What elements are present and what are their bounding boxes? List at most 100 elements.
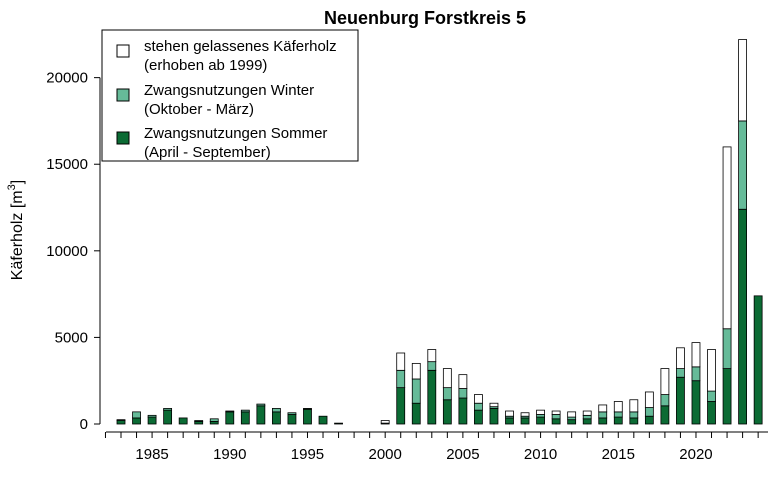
bar-segment-2002-s1 [411,378,421,404]
x-tick-label: 2000 [368,446,401,463]
bar-segment-2003-s0 [427,369,437,425]
bar-segment-2000-s2 [380,420,390,424]
bar-segment-2004-s2 [442,368,452,389]
bar-segment-2021-s0 [707,401,716,425]
bar-segment-1993-s1 [271,408,281,413]
bar-segment-2007-s2 [489,402,499,408]
x-tick-label: 2005 [446,446,479,463]
bar-segment-2017-s0 [644,415,654,425]
bar-segment-2007-s0 [489,408,499,425]
legend-label-winter-1: Zwangsnutzungen Winter [144,82,314,99]
bar-segment-2021-s1 [707,390,716,402]
bar-segment-2023-s2 [738,39,747,122]
bar-segment-1996-s0 [318,415,328,425]
bar-segment-2023-s1 [738,120,747,210]
bar-segment-2006-s2 [474,394,483,404]
bar-segment-2004-s1 [442,387,452,401]
bar-segment-2014-s1 [598,411,608,419]
bar-segment-2023-s0 [738,208,747,425]
bar-segment-2014-s0 [598,417,608,425]
svg-text:Käferholz [m3]: Käferholz [m3] [6,180,26,280]
bar-segment-2020-s1 [691,366,701,382]
bar-segment-1997-s0 [334,422,343,425]
bar-segment-2009-s2 [520,412,530,417]
bar-segment-2002-s2 [411,362,421,380]
bar-segment-2013-s1 [582,414,592,420]
bar-segment-2017-s1 [644,407,654,417]
x-tick-label: 2020 [679,446,712,463]
bar-segment-2019-s1 [676,368,685,378]
bar-segment-1985-s0 [147,416,157,425]
bar-segment-1991-s1 [240,409,250,413]
legend-label-winter-2: (Oktober - März) [144,101,254,118]
bar-segment-2020-s2 [691,342,701,368]
bar-segment-1983-s0 [116,420,126,425]
y-axis-label-sup: 3 [6,184,18,190]
legend-box [101,29,359,162]
bar-segment-1987-s0 [178,417,188,425]
bar-segment-2004-s0 [442,399,452,425]
bar-segment-2013-s2 [582,410,592,416]
y-axis-label-text: Käferholz [m [9,190,26,280]
bar-segment-2022-s2 [722,146,732,330]
bars [116,39,763,425]
x-axis: 1985 1990 1995 2000 2005 2010 2015 2020 [104,431,768,463]
x-tick-label: 1995 [291,446,324,463]
bar-segment-1986-s0 [163,409,173,425]
bar-segment-2001-s0 [396,387,406,425]
y-tick-label: 0 [80,416,88,433]
bar-segment-2020-s0 [691,380,701,425]
bar-segment-1988-s1 [194,420,204,422]
bar-segment-2008-s2 [505,410,514,417]
bar-segment-2016-s0 [629,417,639,425]
bar-segment-2016-s1 [629,411,639,419]
y-axis: 0 5000 10000 15000 20000 [46,70,101,433]
bar-segment-2012-s0 [567,419,577,425]
x-tick-label: 2010 [524,446,557,463]
bar-segment-1983-s1 [116,419,126,421]
legend-label-standing-1: stehen gelassenes Käferholz [144,38,337,55]
y-tick-label: 20000 [46,70,88,87]
bar-segment-2006-s1 [474,402,483,411]
bar-segment-2005-s0 [458,397,468,425]
bar-segment-1986-s1 [163,408,173,411]
bar-segment-1994-s0 [287,414,297,425]
bar-segment-1991-s0 [240,411,250,425]
bar-segment-1995-s0 [303,408,312,425]
bar-segment-2011-s0 [551,418,561,425]
legend-label-standing-2: (erhoben ab 1999) [144,57,267,74]
bar-segment-2015-s0 [613,416,623,425]
legend-label-summer-2: (April - September) [144,144,271,161]
bar-segment-2015-s2 [613,401,623,413]
bar-segment-2005-s1 [458,388,468,399]
bar-segment-2019-s2 [676,347,685,369]
y-tick-label: 10000 [46,243,88,260]
bar-segment-2006-s0 [474,409,483,425]
bar-segment-2010-s0 [536,416,545,425]
bar-segment-2009-s0 [520,417,530,425]
bar-segment-1992-s1 [256,403,266,407]
bar-segment-2018-s1 [660,394,670,407]
bar-segment-2012-s2 [567,411,577,418]
bar-segment-2001-s2 [396,352,406,371]
bar-segment-2022-s1 [722,328,732,369]
legend-swatch-winter [116,88,130,102]
bar-segment-1995-s1 [303,408,312,410]
bar-segment-2019-s0 [676,376,685,425]
bar-segment-2008-s0 [505,417,514,425]
bar-segment-2013-s0 [582,418,592,425]
bar-segment-1990-s0 [225,411,235,425]
bar-segment-1985-s1 [147,414,157,418]
bar-segment-2018-s0 [660,405,670,425]
bar-segment-2010-s2 [536,409,545,415]
bar-segment-2011-s2 [551,410,561,415]
bar-segment-2015-s1 [613,411,623,418]
bar-segment-2001-s1 [396,369,406,389]
bar-segment-1994-s1 [287,412,297,415]
bar-segment-2005-s2 [458,374,468,389]
bar-segment-2021-s2 [707,349,716,392]
bar-segment-1992-s0 [256,405,266,425]
y-axis-label: Käferholz [m3] [6,180,26,280]
bar-segment-2003-s2 [427,349,437,363]
